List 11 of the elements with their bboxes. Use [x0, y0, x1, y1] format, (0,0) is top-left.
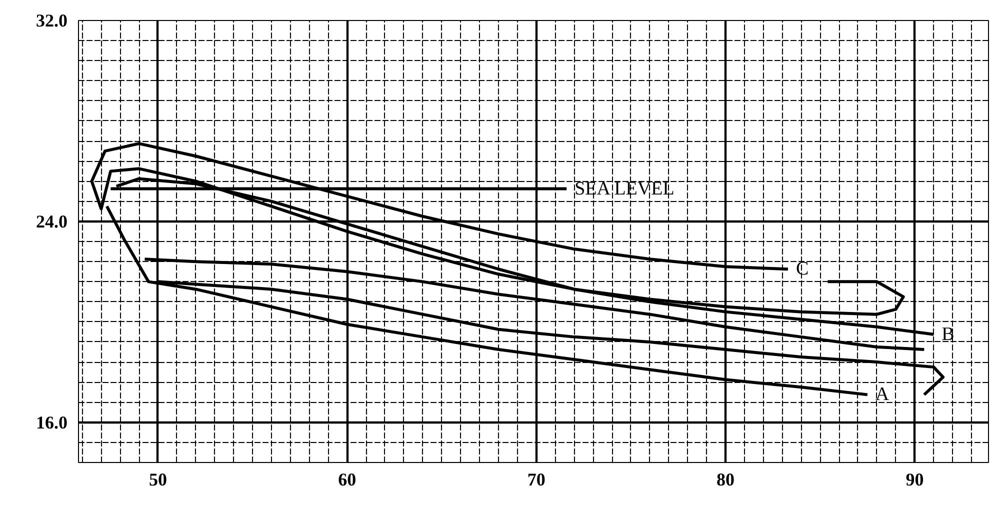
- y-tick-label: 32.0: [36, 10, 68, 30]
- x-tick-label: 90: [906, 470, 924, 490]
- x-tick-label: 70: [527, 470, 546, 490]
- x-tick-label: 80: [716, 470, 735, 490]
- y-tick-label: 24.0: [36, 211, 68, 232]
- series-label: A: [875, 384, 890, 406]
- series-label: C: [796, 258, 809, 280]
- series-label: SEA LEVEL: [574, 178, 674, 200]
- y-tick-label: 16.0: [36, 412, 68, 432]
- x-tick-label: 50: [148, 470, 167, 490]
- x-tick-label: 60: [338, 470, 356, 490]
